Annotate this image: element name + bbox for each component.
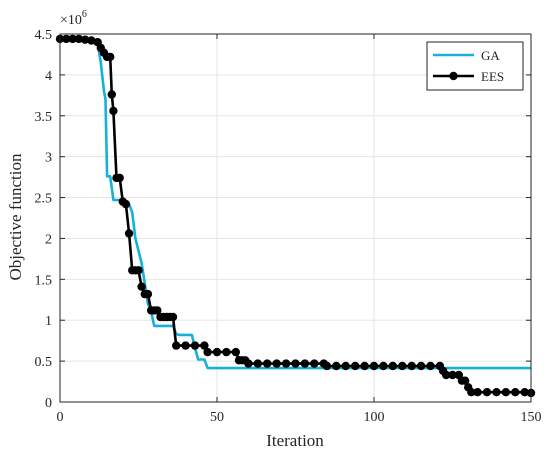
marker-ees-70 <box>460 376 470 385</box>
x-axis-label: Iteration <box>266 431 324 450</box>
marker-ees-3 <box>74 34 84 44</box>
legend-label-ees: EES <box>481 69 504 84</box>
y-tick-label-2: 1 <box>45 314 52 329</box>
y-tick-label-3: 1.5 <box>35 273 53 288</box>
marker-ees-1 <box>62 34 71 44</box>
marker-ees-53 <box>332 361 341 371</box>
y-tick-label-7: 3.5 <box>35 110 53 125</box>
marker-ees-36 <box>203 347 212 357</box>
y-tick-label-4: 2 <box>45 232 52 247</box>
marker-ees-58 <box>379 361 388 371</box>
x-tick-label-3: 150 <box>521 410 542 425</box>
marker-ees-21 <box>137 282 146 291</box>
y-exponent-power: 6 <box>82 9 87 20</box>
marker-ees-45 <box>263 359 272 368</box>
marker-ees-37 <box>212 347 222 357</box>
series-line-ees <box>60 37 532 395</box>
marker-ees-44 <box>253 359 262 368</box>
legend-marker-ees <box>449 71 458 81</box>
marker-ees-56 <box>360 361 369 371</box>
x-tick-label-2: 100 <box>364 410 385 425</box>
x-tick-label-0: 0 <box>57 410 64 425</box>
marker-ees-61 <box>407 361 416 371</box>
marker-ees-57 <box>369 361 379 371</box>
marker-ees-11 <box>107 90 117 99</box>
marker-ees-43 <box>244 359 253 368</box>
marker-ees-2 <box>68 34 77 44</box>
marker-ees-72 <box>467 388 476 397</box>
series-line-ga <box>60 38 531 370</box>
marker-ees-49 <box>300 359 310 368</box>
marker-ees-33 <box>181 341 190 350</box>
marker-ees-35 <box>200 341 209 350</box>
marker-ees-34 <box>190 341 200 350</box>
x-tick-label-1: 50 <box>210 410 224 425</box>
marker-ees-47 <box>281 359 291 368</box>
marker-ees-17 <box>124 229 134 238</box>
tick-labels: 0 50 100 150 0 0.5 1 1.5 2 2.5 3 3.5 4 4.5 <box>35 28 542 425</box>
marker-ees-4 <box>80 35 90 44</box>
y-tick-label-5: 2.5 <box>35 192 53 207</box>
marker-ees-32 <box>172 341 181 350</box>
marker-ees-39 <box>231 347 240 357</box>
marker-ees-74 <box>482 388 492 397</box>
marker-ees-14 <box>115 173 124 183</box>
marker-ees-38 <box>222 347 231 357</box>
marker-ees-55 <box>351 361 360 371</box>
legend-box <box>426 41 524 91</box>
y-tick-label-9: 4.5 <box>35 28 53 43</box>
y-tick-label-8: 4 <box>45 69 52 84</box>
marker-ees-59 <box>388 361 397 371</box>
marker-ees-46 <box>272 359 281 368</box>
y-tick-label-6: 3 <box>45 151 52 166</box>
marker-ees-50 <box>310 359 319 368</box>
series-layer <box>55 34 536 398</box>
y-tick-label-1: 0.5 <box>35 355 53 370</box>
plot-frame <box>59 33 532 403</box>
marker-ees-16 <box>121 199 131 209</box>
marker-ees-31 <box>168 312 178 322</box>
marker-ees-26 <box>153 306 162 315</box>
marker-ees-10 <box>106 52 115 62</box>
marker-ees-54 <box>341 361 350 371</box>
legend: GA EES <box>426 41 524 91</box>
axes <box>59 33 532 403</box>
y-axis-label: Objective function <box>6 153 25 280</box>
marker-ees-48 <box>291 359 300 368</box>
marker-ees-76 <box>501 388 511 397</box>
marker-ees-67 <box>448 370 457 380</box>
marker-ees-63 <box>426 361 435 371</box>
marker-ees-77 <box>511 388 520 397</box>
y-tick-label-0: 0 <box>45 396 52 411</box>
marker-ees-20 <box>134 266 143 275</box>
y-exponent-base: ×10 <box>60 13 82 28</box>
marker-ees-78 <box>520 388 529 397</box>
marker-ees-52 <box>322 361 332 371</box>
y-axis-exponent: ×106 <box>60 9 87 28</box>
legend-label-ga: GA <box>481 48 500 63</box>
marker-ees-75 <box>492 388 501 397</box>
marker-ees-66 <box>442 370 451 380</box>
marker-ees-60 <box>398 361 407 371</box>
marker-ees-73 <box>473 388 482 397</box>
marker-ees-12 <box>109 106 118 116</box>
marker-ees-62 <box>416 361 426 371</box>
marker-ees-5 <box>87 36 96 45</box>
marker-ees-23 <box>143 289 153 299</box>
